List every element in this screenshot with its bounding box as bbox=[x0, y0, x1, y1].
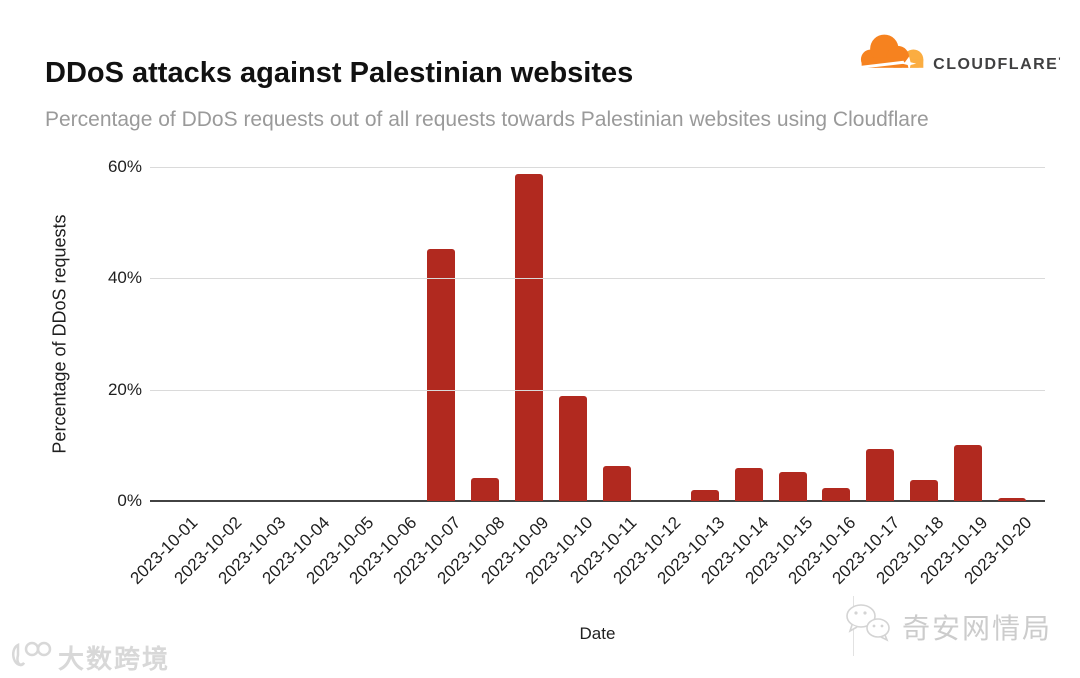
gridline-40% bbox=[150, 278, 1045, 280]
gridline-60% bbox=[150, 167, 1045, 168]
watermark-left-logo-icon bbox=[10, 637, 52, 678]
page-subtitle: Percentage of DDoS requests out of all r… bbox=[45, 108, 929, 131]
y-axis-title: Percentage of DDoS requests bbox=[49, 214, 70, 454]
wechat-icon bbox=[842, 600, 894, 653]
bar-2023-10-19 bbox=[954, 445, 983, 501]
bars-layer bbox=[156, 167, 1034, 501]
bar-2023-10-11 bbox=[602, 466, 631, 501]
bar-2023-10-15 bbox=[778, 472, 807, 501]
watermark-left-text: 大数跨境 bbox=[58, 644, 171, 674]
x-axis-title: Date bbox=[579, 624, 616, 643]
watermark-bottom-left: 大数跨境 bbox=[10, 637, 170, 678]
x-axis-tick-labels: 2023-10-01 2023-10-02 2023-10-03 2023-10-04… bbox=[126, 509, 1035, 609]
plot-area bbox=[150, 167, 1045, 502]
bar-2023-10-07 bbox=[427, 249, 456, 501]
y-tick-0%: 0% bbox=[117, 491, 142, 510]
watermark-right-text: 奇安网情局 bbox=[901, 612, 1052, 644]
bar-2023-10-09 bbox=[515, 174, 544, 501]
x-axis-line bbox=[150, 500, 1045, 502]
watermark-bottom-right: 奇安网情局 bbox=[842, 600, 1052, 653]
bar-2023-10-17 bbox=[866, 449, 895, 501]
bar-2023-10-20 bbox=[998, 498, 1027, 501]
bar-2023-10-08 bbox=[471, 478, 500, 501]
cloudflare-cloud-icon bbox=[851, 28, 929, 83]
y-tick-20%: 20% bbox=[107, 379, 142, 399]
y-axis-tick-labels: 0% 20% 40% 60% bbox=[0, 157, 142, 510]
bar-2023-10-13 bbox=[690, 490, 719, 501]
cloudflare-logo: CLOUDFLARE' bbox=[851, 28, 1062, 83]
bar-2023-10-18 bbox=[910, 480, 939, 501]
bar-2023-10-10 bbox=[559, 396, 588, 501]
page-title: DDoS attacks against Palestinian website… bbox=[45, 57, 634, 89]
bar-2023-10-16 bbox=[822, 488, 851, 501]
cloudflare-wordmark: CLOUDFLARE' bbox=[933, 56, 1062, 73]
y-tick-40%: 40% bbox=[107, 268, 142, 288]
bar-2023-10-14 bbox=[734, 468, 763, 501]
gridline-20% bbox=[150, 389, 1045, 391]
y-tick-60%: 60% bbox=[107, 157, 142, 176]
